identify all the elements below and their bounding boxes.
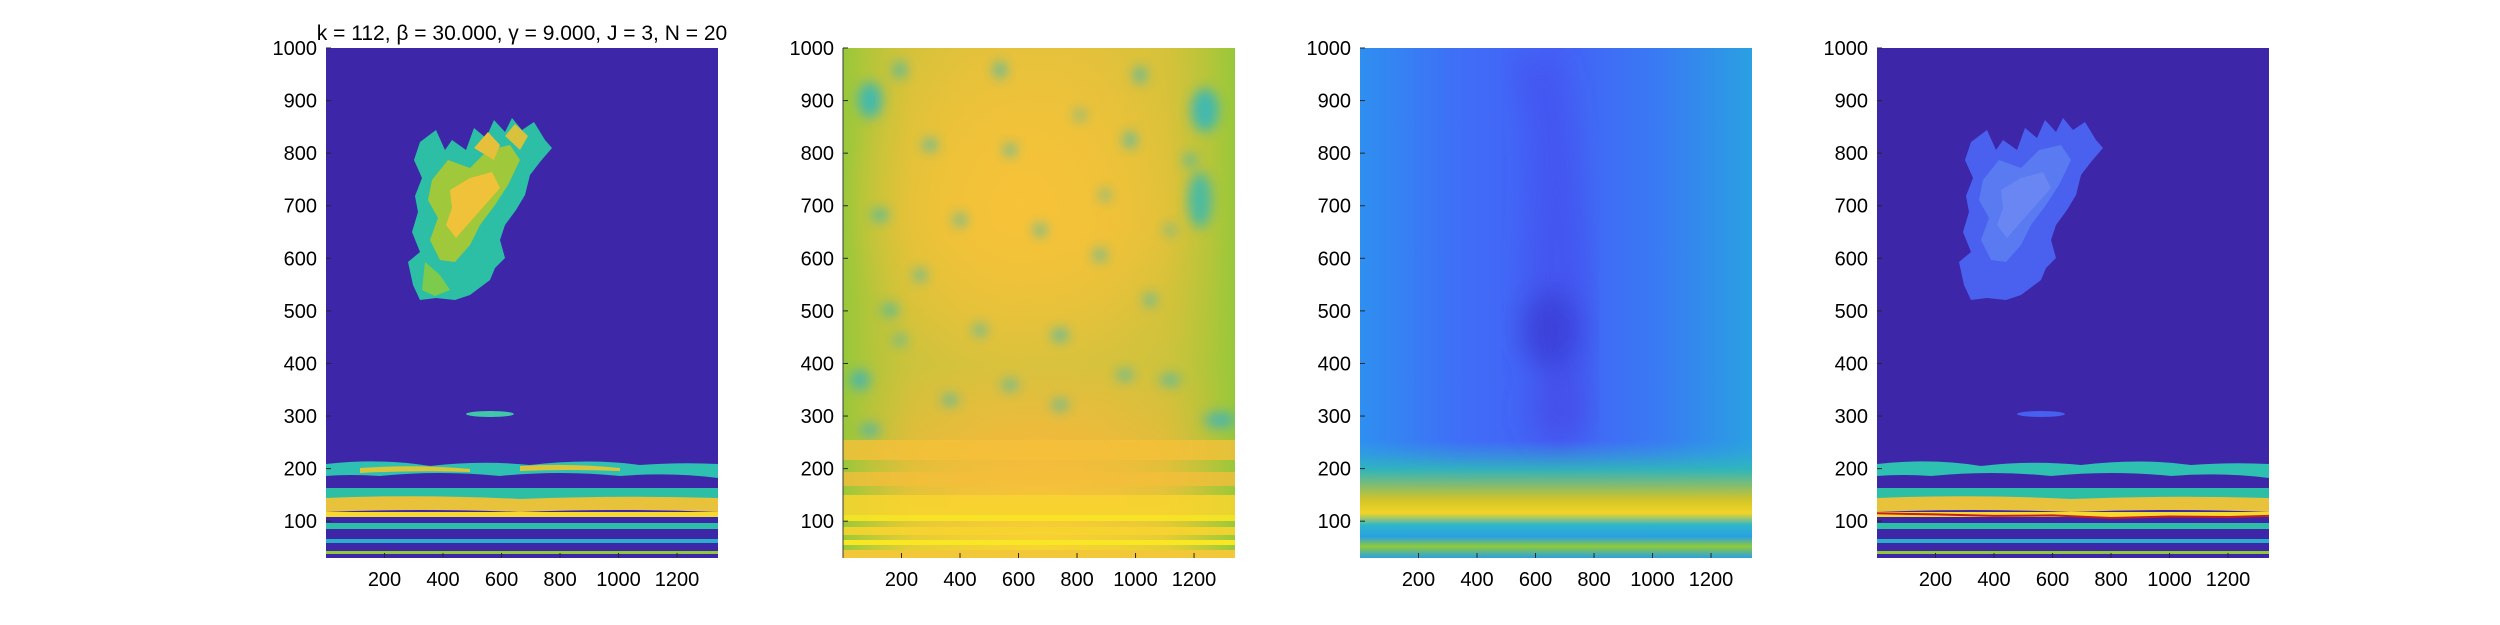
panel-1-ytick-label: 1000: [273, 38, 318, 60]
axes-layer: 100 200 300 400 500 600 700 800 900 1000 200 400 600…: [273, 38, 2251, 591]
panel-2-ytick-label: 200: [801, 459, 834, 481]
panel-2-ytick-label: 500: [801, 301, 834, 323]
panel-2-xtick-label: 400: [943, 569, 976, 591]
panel-1-xtick-label: 800: [543, 569, 576, 591]
panel-2-low-bands: [843, 440, 1235, 558]
panel-3-xtick-label: 800: [1577, 569, 1610, 591]
panel-1-xtick-label: 600: [485, 569, 518, 591]
panel-3-xtick-label: 600: [1519, 569, 1552, 591]
panel-2-ytick-label: 700: [801, 196, 834, 218]
panel-3-ytick-label: 400: [1318, 353, 1351, 375]
panel-1-xtick-label: 1000: [596, 569, 641, 591]
panel-1-background: [326, 48, 718, 558]
panel-2-xtick-label: 1000: [1113, 569, 1158, 591]
panel-1-band-200: [326, 461, 718, 478]
panel-4-xtick-label: 400: [1977, 569, 2010, 591]
panel-2-xtick-label: 600: [1002, 569, 1035, 591]
panel-4-ytick-label: 100: [1835, 511, 1868, 533]
panel-4-ytick-label: 500: [1835, 301, 1868, 323]
panel-2-ytick-label: 300: [801, 406, 834, 428]
panel-3: [1360, 48, 1752, 558]
panel-3-ytick-label: 900: [1318, 91, 1351, 113]
panel-2-xtick-label: 800: [1060, 569, 1093, 591]
panel-2-ytick-label: 800: [801, 143, 834, 165]
panel-3-dark-plume: [1510, 60, 1591, 445]
panel-1-xtick-label: 200: [368, 569, 401, 591]
panel-2: [843, 48, 1235, 558]
panel-4-xtick-label: 200: [1919, 569, 1952, 591]
panel-2-xtick-label: 1200: [1172, 569, 1217, 591]
panel-3-ytick-label: 1000: [1307, 38, 1352, 60]
panel-2-speckles: [850, 62, 1235, 436]
panel-1-ytick-label: 500: [284, 301, 317, 323]
panel-4-xtick-label: 600: [2036, 569, 2069, 591]
panel-4-ytick-label: 1000: [1824, 38, 1869, 60]
panel-1-lower-bands: [326, 488, 718, 554]
panel-1-ytick-label: 800: [284, 143, 317, 165]
panel-4-lower-bands: [1877, 488, 2269, 554]
panel-2-ytick-label: 100: [801, 511, 834, 533]
panel-4-strip-300: [2017, 411, 2065, 417]
panel-2-xtick-label: 200: [885, 569, 918, 591]
panel-1-xtick-label: 400: [426, 569, 459, 591]
panel-4-ytick-label: 900: [1835, 91, 1868, 113]
panel-1: k = 112, β = 30.000, γ = 9.000, J = 3, N…: [317, 22, 727, 558]
panel-4-ytick-label: 200: [1835, 459, 1868, 481]
panel-4-background: [1877, 48, 2269, 558]
panel-3-ytick-label: 700: [1318, 196, 1351, 218]
panel-3-ytick-label: 600: [1318, 248, 1351, 270]
panel-1-ytick-label: 200: [284, 459, 317, 481]
panel-1-ytick-label: 600: [284, 248, 317, 270]
panel-3-xtick-label: 1000: [1630, 569, 1675, 591]
panel-4-xtick-label: 800: [2094, 569, 2127, 591]
panel-1-strip-300: [466, 411, 514, 417]
panel-3-ytick-label: 500: [1318, 301, 1351, 323]
panel-2-ytick-label: 900: [801, 91, 834, 113]
panel-4-ytick-label: 300: [1835, 406, 1868, 428]
panel-3-low-band: [1360, 440, 1752, 558]
panel-4-band-200: [1877, 461, 2269, 478]
panel-4-xtick-label: 1200: [2206, 569, 2251, 591]
panel-4-blob: [1959, 118, 2103, 300]
panel-4-xtick-label: 1000: [2147, 569, 2192, 591]
panel-3-xtick-label: 1200: [1689, 569, 1734, 591]
panel-4-ytick-label: 600: [1835, 248, 1868, 270]
panel-3-xtick-label: 400: [1460, 569, 1493, 591]
panel-4-ytick-label: 800: [1835, 143, 1868, 165]
panel-1-ytick-label: 700: [284, 196, 317, 218]
panel-1-xtick-label: 1200: [655, 569, 700, 591]
panel-3-ytick-label: 100: [1318, 511, 1351, 533]
panel-4-ytick-label: 400: [1835, 353, 1868, 375]
panel-3-ytick-label: 300: [1318, 406, 1351, 428]
panel-4-ridge-line: [1877, 512, 2269, 520]
panel-3-ytick-label: 800: [1318, 143, 1351, 165]
panel-1-title: k = 112, β = 30.000, γ = 9.000, J = 3, N…: [317, 22, 727, 45]
panel-2-ytick-label: 1000: [790, 38, 835, 60]
panel-4: [1877, 48, 2269, 558]
panel-1-blob: [408, 118, 552, 300]
panel-2-ytick-label: 400: [801, 353, 834, 375]
panel-3-ytick-label: 200: [1318, 459, 1351, 481]
panel-2-ytick-label: 600: [801, 248, 834, 270]
panel-1-ytick-label: 400: [284, 353, 317, 375]
panel-1-ytick-label: 300: [284, 406, 317, 428]
panel-3-xtick-label: 200: [1402, 569, 1435, 591]
panel-4-ytick-label: 700: [1835, 196, 1868, 218]
panel-1-ytick-label: 100: [284, 511, 317, 533]
panel-1-ytick-label: 900: [284, 91, 317, 113]
